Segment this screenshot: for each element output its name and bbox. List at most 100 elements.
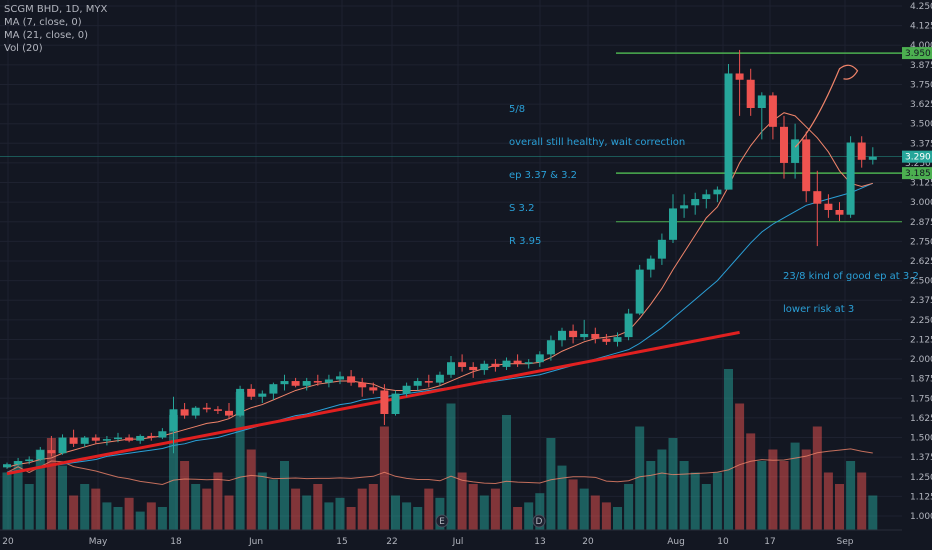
candle-body (624, 313, 633, 338)
volume-bar (280, 461, 289, 530)
candle-body (391, 393, 400, 414)
candle-body (80, 437, 89, 444)
volume-bar (169, 415, 178, 530)
volume-bar (46, 438, 56, 530)
candle-body (91, 437, 100, 441)
note-23-8[interactable]: 23/8 kind of good ep at 3.2 lower risk a… (783, 249, 919, 326)
volume-bar (735, 403, 745, 530)
volume-bar (513, 507, 523, 530)
volume-bar (679, 461, 689, 530)
candle-body (369, 387, 378, 391)
candle-body (147, 435, 156, 438)
volume-bar (524, 502, 534, 530)
candle-body (202, 407, 211, 410)
candle-body (535, 354, 544, 363)
y-tick-label: 2.375 (910, 296, 932, 306)
price-tag-current: 3.290 (905, 153, 931, 163)
candle-body (524, 362, 533, 364)
volume-bar (368, 484, 378, 530)
volume-bar (146, 502, 156, 530)
candle-body (58, 437, 67, 454)
volume-legend[interactable]: Vol (20) (4, 43, 43, 54)
price-tag-current-bg (902, 150, 932, 163)
x-tick-label: 18 (170, 537, 182, 547)
volume-bar (357, 488, 367, 530)
y-tick-label: 1.625 (910, 414, 932, 424)
note-line: ep 3.37 & 3.2 (509, 170, 578, 181)
candle-body (480, 363, 489, 371)
candle-body (435, 374, 444, 383)
event-marker-label: D (536, 517, 543, 527)
volume-bar (13, 461, 23, 530)
candle-body (680, 205, 689, 209)
price-tag-top: 3.950 (905, 49, 931, 59)
candle-body (402, 385, 411, 394)
arrow-annotation (794, 64, 859, 148)
candle-body (358, 382, 367, 388)
x-tick-label: Jul (452, 537, 464, 547)
ma7-legend[interactable]: MA (7, close, 0) (4, 17, 82, 28)
y-tick-label: 3.125 (910, 179, 932, 189)
volume-ma-line (6, 448, 873, 485)
volume-bar (857, 472, 867, 530)
y-tick-label: 3.500 (910, 120, 932, 130)
volume-bar (557, 465, 567, 530)
candle-body (25, 459, 34, 462)
candle-body (313, 381, 322, 383)
candle-body (158, 431, 167, 438)
y-tick-label: 2.875 (910, 218, 932, 228)
event-marker-label: E (439, 517, 445, 527)
volume-bar (724, 369, 733, 530)
volume-bar (257, 472, 267, 530)
candle-body (136, 435, 145, 441)
x-tick-label: 20 (2, 537, 14, 547)
y-tick-label: 1.250 (910, 473, 932, 483)
candle-body (491, 363, 500, 367)
candle-body (546, 340, 555, 355)
volume-bar (468, 484, 478, 530)
volume-bar (202, 488, 212, 530)
candle-body (735, 73, 744, 80)
volume-bar (490, 488, 500, 530)
candle-body (724, 73, 733, 190)
note-5-8[interactable]: 5/8 overall still healthy, wait correcti… (509, 82, 685, 258)
volume-bar (757, 461, 767, 530)
candle-body (768, 95, 777, 127)
ma21-legend[interactable]: MA (21, close, 0) (4, 30, 89, 41)
price-axis-bg (902, 0, 932, 550)
x-tick-label: 10 (717, 537, 729, 547)
price-tag-top-bg (902, 47, 932, 60)
volume-bar (58, 465, 67, 530)
volume-bar (91, 488, 101, 530)
volume-bar (568, 479, 578, 530)
candle-body (236, 388, 245, 416)
volume-bar (624, 484, 634, 530)
candle-body (225, 410, 233, 416)
candle-body (380, 390, 389, 414)
price-axis[interactable]: 4.250 4.125 4.000 3.875 3.750 3.625 3.500 3.375… (902, 0, 932, 550)
y-tick-label: 1.500 (910, 434, 932, 444)
candle-body (802, 139, 811, 192)
volume-bar (291, 488, 301, 530)
time-axis[interactable]: 20 May 18 Jun 15 22 Jul 13 20 Aug 10 17 Sep (0, 529, 932, 550)
y-tick-label: 4.250 (910, 2, 932, 12)
volume-bar (768, 449, 778, 530)
time-axis-bg (0, 530, 932, 550)
volume-bar (402, 502, 412, 530)
volume-bar (646, 461, 656, 530)
symbol-title[interactable]: SCGM BHD, 1D, MYX (4, 4, 108, 15)
volume-bar (590, 495, 600, 530)
y-tick-label: 4.125 (910, 22, 932, 32)
x-tick-label: 20 (582, 537, 594, 547)
candle-body (36, 450, 45, 460)
volume-bar (868, 495, 878, 530)
y-tick-label: 1.875 (910, 375, 932, 385)
volume-bar (457, 472, 467, 530)
candle-body (702, 194, 711, 200)
y-tick-label: 1.125 (910, 492, 932, 502)
x-tick-label: 15 (336, 537, 347, 547)
candle-body (824, 203, 833, 210)
volume-bar (113, 507, 123, 530)
